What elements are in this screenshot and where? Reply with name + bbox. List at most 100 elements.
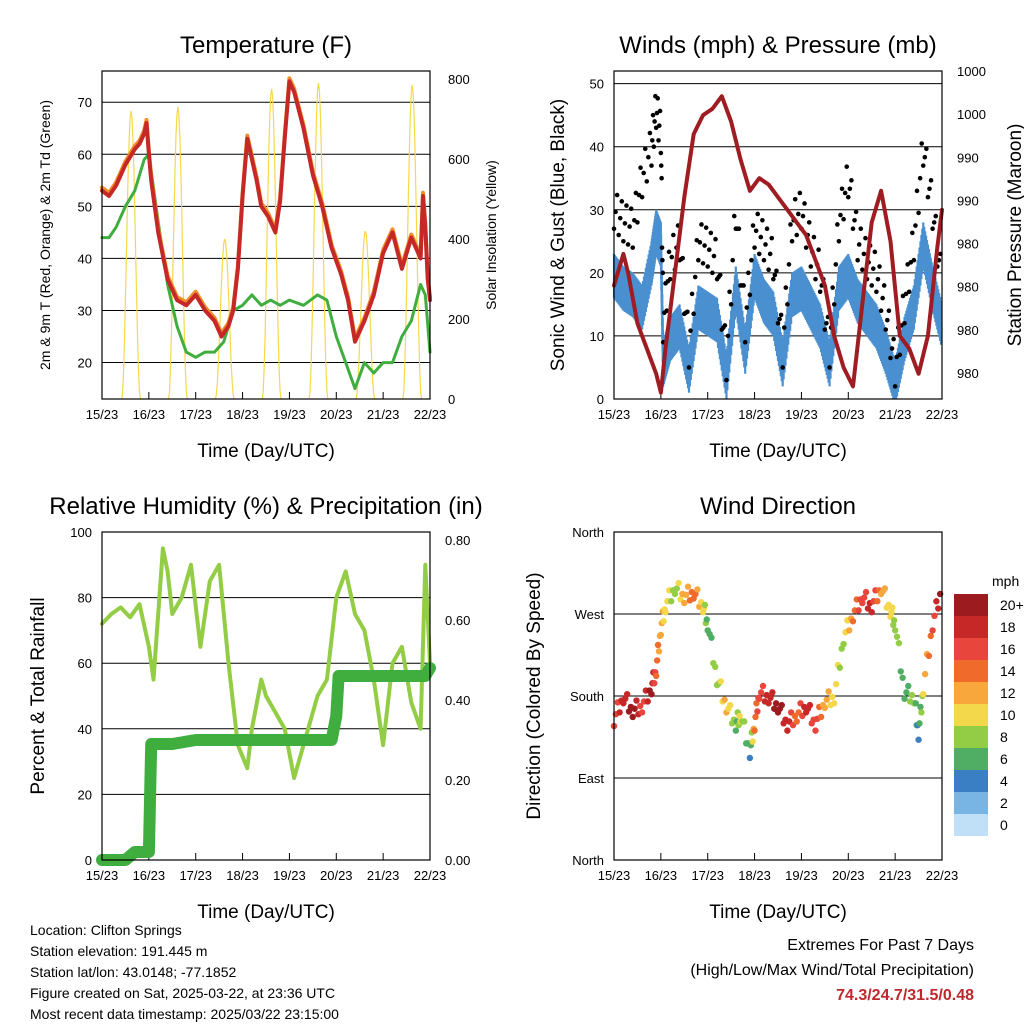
- gust-point: [839, 186, 845, 192]
- gust-point: [763, 242, 768, 247]
- x-axis-label: Time (Day/UTC): [709, 441, 847, 462]
- panel-title: Wind Direction: [700, 493, 856, 520]
- gust-series: [611, 93, 943, 389]
- gust-point: [744, 305, 750, 310]
- direction-point: [637, 702, 644, 710]
- colorbar-swatch: [954, 726, 988, 748]
- gust-point: [875, 276, 881, 282]
- gust-point: [858, 226, 864, 231]
- plot-frame: [613, 531, 943, 861]
- gust-point: [786, 262, 792, 267]
- direction-point: [727, 701, 734, 709]
- gust-point: [856, 242, 862, 247]
- gust-point: [638, 165, 643, 171]
- y-tick-label: North: [572, 853, 604, 868]
- x-tick-label: 15/23: [86, 407, 119, 422]
- direction-point: [629, 713, 636, 721]
- direction-point: [749, 738, 756, 745]
- gust-point: [870, 266, 876, 271]
- direction-point: [721, 696, 728, 703]
- gust-point: [722, 323, 728, 328]
- gust-point: [777, 316, 782, 322]
- direction-point: [651, 680, 658, 687]
- gust-point: [685, 309, 690, 315]
- gust-point: [627, 224, 632, 229]
- colorbar-label: 16: [1000, 641, 1016, 657]
- x-tick-label: 19/23: [273, 407, 306, 422]
- colorbar-label: 18: [1000, 619, 1016, 635]
- gust-point: [885, 317, 890, 323]
- x-tick-label: 15/23: [598, 407, 631, 422]
- direction-point: [868, 608, 875, 616]
- gust-point: [761, 257, 767, 263]
- y-tick-label: 0: [85, 853, 92, 868]
- recent-text: Most recent data timestamp: 2025/03/22 2…: [30, 1006, 339, 1022]
- gust-point: [689, 291, 695, 297]
- gust-point: [641, 170, 646, 176]
- station-info: Location: Clifton Springs Station elevat…: [30, 920, 339, 1025]
- latlon-text: Station lat/lon: 43.0148; -77.1852: [30, 964, 237, 980]
- gust-point: [769, 235, 775, 241]
- direction-point: [821, 704, 829, 712]
- x-tick-label: 21/23: [367, 868, 400, 883]
- direction-point: [767, 694, 774, 702]
- precip-line: [96, 662, 436, 866]
- y2-tick-label: 980: [957, 323, 979, 338]
- direction-point: [757, 689, 765, 696]
- y-tick-label: 60: [78, 147, 92, 162]
- gust-point: [771, 276, 776, 282]
- direction-point: [756, 695, 763, 702]
- x-tick-label: 19/23: [785, 407, 818, 422]
- direction-point: [772, 700, 780, 707]
- gust-point: [852, 217, 857, 223]
- y-tick-label: South: [570, 689, 604, 704]
- gust-point: [625, 242, 631, 247]
- gust-point: [666, 249, 672, 255]
- direction-point: [836, 664, 844, 671]
- direction-point: [829, 693, 836, 701]
- y-axis-label: 2m & 9m T (Red, Orange) & 2m Td (Green): [37, 100, 53, 370]
- gust-point: [797, 190, 803, 196]
- direction-point: [765, 700, 772, 707]
- y-tick-label: 40: [590, 140, 604, 155]
- gust-point: [649, 138, 655, 143]
- gust-point: [713, 236, 718, 242]
- x-tick-label: 18/23: [738, 868, 771, 883]
- x-axis-label: Time (Day/UTC): [197, 902, 335, 923]
- gust-point: [785, 302, 790, 307]
- gust-point: [841, 216, 846, 222]
- gust-point: [741, 283, 746, 288]
- x-tick-label: 18/23: [738, 407, 771, 422]
- x-tick-label: 16/23: [133, 868, 166, 883]
- direction-point: [891, 617, 898, 624]
- panel-wind: Winds (mph) & Pressure (mb) Time (Day/UTC…: [548, 32, 1024, 462]
- gust-point: [710, 270, 715, 276]
- direction-point: [915, 736, 922, 743]
- gust-point: [691, 311, 696, 317]
- gust-point: [888, 355, 893, 361]
- colorbar-swatch: [954, 594, 988, 616]
- direction-point: [694, 586, 701, 593]
- gust-point: [924, 146, 929, 152]
- created-text: Figure created on Sat, 2025-03-22, at 23…: [30, 985, 336, 1001]
- colorbar-swatch: [954, 770, 988, 792]
- plot-frame: [101, 70, 431, 400]
- gust-point: [910, 230, 915, 236]
- direction-point: [862, 588, 870, 596]
- direction-point: [855, 607, 862, 614]
- y-tick-label: 50: [78, 199, 92, 214]
- x-tick-label: 16/23: [645, 868, 678, 883]
- gust-point: [660, 270, 666, 276]
- gust-point: [702, 243, 707, 248]
- gust-point: [803, 245, 809, 250]
- solar-line: [214, 238, 235, 400]
- gust-point: [742, 339, 748, 345]
- gust-point: [813, 276, 818, 282]
- gust-point: [764, 226, 770, 231]
- gust-point: [920, 163, 926, 168]
- gust-point: [656, 138, 661, 143]
- y-tick-label: 80: [78, 591, 92, 606]
- direction-point: [840, 640, 847, 648]
- gust-point: [919, 141, 924, 146]
